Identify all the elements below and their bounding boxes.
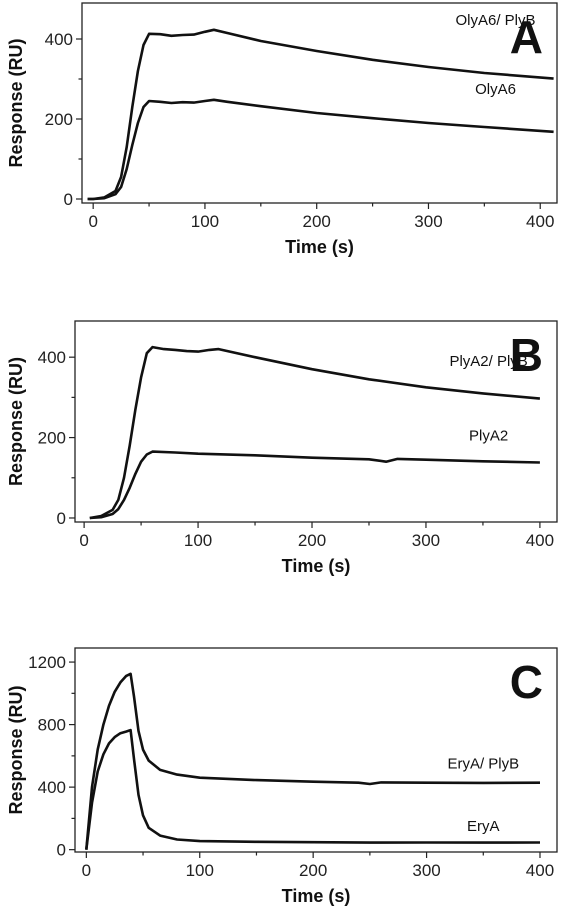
x-tick-label: 400	[526, 531, 554, 550]
series-line-2	[87, 98, 554, 201]
x-axis-title: Time (s)	[285, 237, 354, 257]
series-label-1: OlyA6/ PlyB	[456, 12, 536, 29]
y-tick-label: 400	[38, 778, 66, 797]
y-axis-title: Response (RU)	[6, 357, 26, 486]
x-tick-label: 200	[299, 861, 327, 880]
x-axis-title: Time (s)	[282, 886, 351, 906]
panel-label: C	[510, 656, 543, 708]
y-tick-label: 400	[45, 30, 73, 49]
series-line-1	[87, 28, 554, 201]
x-tick-label: 0	[82, 861, 91, 880]
x-tick-label: 400	[526, 212, 554, 231]
x-tick-label: 400	[526, 861, 554, 880]
series-line-1	[89, 345, 541, 520]
y-axis-title: Response (RU)	[6, 685, 26, 814]
x-tick-label: 100	[186, 861, 214, 880]
y-tick-label: 0	[64, 190, 73, 209]
series-label-2: PlyA2	[469, 427, 508, 444]
x-tick-label: 200	[303, 212, 331, 231]
y-tick-label: 0	[57, 509, 66, 528]
chart-panel-c: 0 100 200 300 400 0 400 800 1200 Time (s) Response…	[6, 647, 558, 906]
plot-frame	[81, 2, 558, 204]
y-tick-label: 200	[38, 429, 66, 448]
series-line-2	[85, 728, 541, 850]
chart-panel-a: 0 100 200 300 400 0 200 400 Time (s) Response (RU…	[6, 2, 558, 257]
y-tick-label: 1200	[28, 653, 66, 672]
series-label-2: OlyA6	[475, 81, 516, 98]
series-label-1: PlyA2/ PlyB	[449, 353, 527, 370]
x-tick-label: 0	[88, 212, 97, 231]
y-tick-label: 400	[38, 348, 66, 367]
x-tick-label: 300	[412, 861, 440, 880]
series-line-2	[89, 450, 540, 520]
x-tick-label: 100	[184, 531, 212, 550]
y-tick-label: 0	[57, 841, 66, 860]
panel-label: B	[510, 329, 543, 381]
series-label-2: EryA	[467, 818, 500, 835]
chart-panel-b: 0 100 200 300 400 0 200 400 Time (s) Response (RU…	[6, 320, 558, 576]
series-line-1	[85, 672, 541, 850]
y-tick-label: 200	[45, 110, 73, 129]
x-tick-label: 0	[79, 531, 88, 550]
panel-label: A	[510, 11, 543, 63]
y-axis-title: Response (RU)	[6, 38, 26, 167]
series-label-1: EryA/ PlyB	[447, 755, 519, 772]
y-tick-label: 800	[38, 716, 66, 735]
x-tick-label: 200	[298, 531, 326, 550]
x-tick-label: 300	[412, 531, 440, 550]
x-axis-title: Time (s)	[282, 556, 351, 576]
plot-frame	[74, 320, 558, 523]
plot-frame	[74, 647, 558, 853]
x-tick-label: 300	[414, 212, 442, 231]
x-tick-label: 100	[191, 212, 219, 231]
